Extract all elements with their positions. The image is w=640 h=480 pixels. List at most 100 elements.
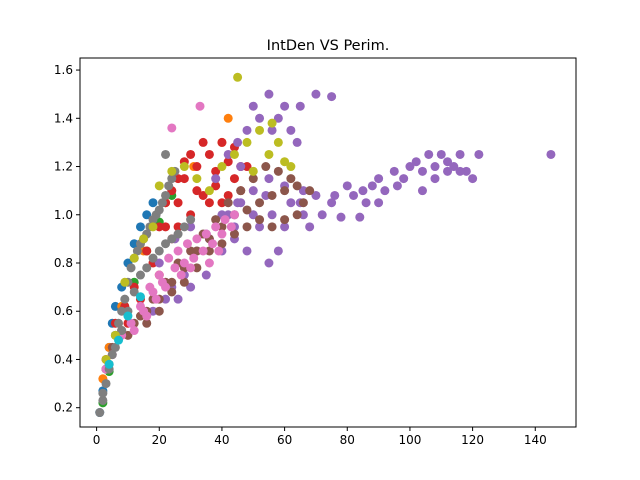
scatter-point [267,210,277,220]
scatter-point [411,157,421,167]
scatter-point [248,174,258,184]
scatter-point [95,408,105,418]
scatter-point [374,198,384,208]
scatter-point [405,162,415,172]
scatter-point [217,239,227,249]
scatter-point [255,125,265,135]
y-tick-label: 1.2 [54,160,73,174]
scatter-point [117,306,127,316]
scatter-point [114,335,124,345]
scatter-point [173,222,183,232]
scatter-point [292,210,302,220]
scatter-point [236,198,246,208]
scatter-point [298,210,308,220]
scatter-point [242,222,252,232]
scatter-point [223,149,233,159]
scatter-point [161,282,171,292]
x-tick-label: 140 [524,433,547,447]
scatter-point [167,277,177,287]
scatter-point [264,174,274,184]
scatter-point [182,239,192,249]
scatter-point [220,215,230,225]
scatter-point [154,246,164,256]
scatter-point [223,198,233,208]
scatter-point [211,222,221,232]
scatter-point [255,222,265,232]
y-tick-label: 1.6 [54,63,73,77]
scatter-point [186,222,196,232]
scatter-point [417,186,427,196]
scatter-point [242,162,252,172]
scatter-point [173,174,183,184]
scatter-point [126,318,136,328]
scatter-point [217,222,227,232]
scatter-point [286,198,296,208]
scatter-point [198,246,208,256]
scatter-point [201,229,211,239]
scatter-point [267,190,277,200]
scatter-point [298,186,308,196]
scatter-point [255,198,265,208]
scatter-point [142,311,152,321]
scatter-point [380,186,390,196]
scatter-point [361,198,371,208]
scatter-point [167,287,177,297]
scatter-point [455,149,465,159]
y-tick-label: 1.4 [54,111,73,125]
scatter-point [192,246,202,256]
scatter-point [192,234,202,244]
scatter-point [261,162,271,172]
scatter-point [154,181,164,191]
scatter-point [192,174,202,184]
scatter-point [107,350,117,360]
scatter-point [161,149,171,159]
scatter-point [223,190,233,200]
scatter-point [170,263,180,273]
scatter-point [167,123,177,133]
scatter-point [142,210,152,220]
scatter-point [204,149,214,159]
scatter-point [161,190,171,200]
scatter-point [327,198,337,208]
scatter-point [135,222,145,232]
scatter-point [129,253,139,263]
scatter-point [330,190,340,200]
scatter-point [229,174,239,184]
scatter-point [167,174,177,184]
scatter-point [264,258,274,268]
scatter-point [179,222,189,232]
y-axis: 0.2 0.4 0.6 0.8 1.0 1.2 1.4 1.6 [54,63,80,415]
scatter-point [242,125,252,135]
scatter-point [273,166,283,176]
scatter-point [217,162,227,172]
x-tick-label: 40 [214,433,229,447]
scatter-point [211,166,221,176]
scatter-point [461,166,471,176]
scatter-point [161,239,171,249]
scatter-point [110,301,120,311]
y-tick-label: 0.4 [54,352,73,366]
scatter-point [273,246,283,256]
scatter-point [430,162,440,172]
scatter-point [198,190,208,200]
scatter-point [161,294,171,304]
scatter-point [179,277,189,287]
scatter-point [261,190,271,200]
scatter-point [223,157,233,167]
scatter-point [135,270,145,280]
scatter-point [123,311,133,321]
scatter-point [305,222,315,232]
scatter-point [120,277,130,287]
scatter-point [336,212,346,222]
scatter-point [417,166,427,176]
scatter-point [280,186,290,196]
scatter-point [204,186,214,196]
scatter-point [104,359,114,369]
x-tick-label: 20 [152,433,167,447]
scatter-point [349,190,359,200]
scatter-point [148,306,158,316]
scatter-point [229,149,239,159]
scatter-point [204,246,214,256]
